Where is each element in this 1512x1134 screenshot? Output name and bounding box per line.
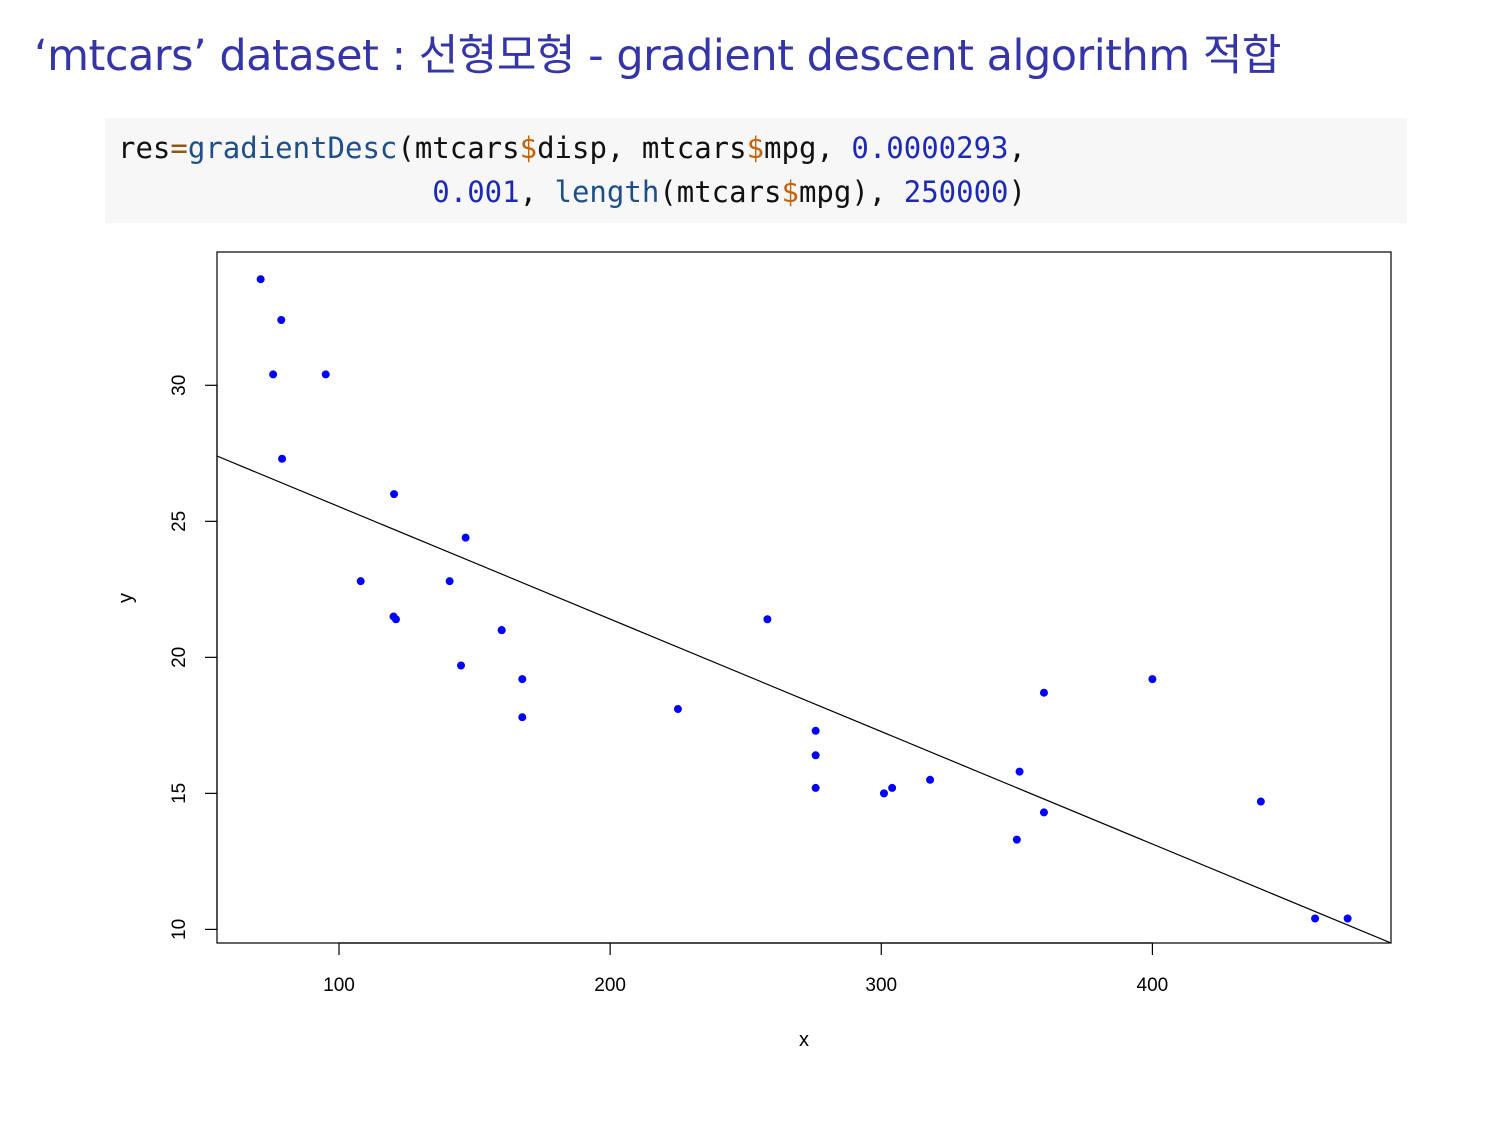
data-point [1311,914,1320,923]
data-point [673,705,682,714]
data-point [1256,797,1265,806]
code-token: = [170,131,188,165]
data-point [256,275,265,284]
y-tick-label: 25 [169,511,190,532]
x-tick-label: 100 [323,975,355,996]
code-line-1: res=gradientDesc(mtcars$disp, mtcars$mpg… [118,126,1407,170]
data-point [879,789,888,798]
data-point [321,370,330,379]
y-tick-label: 20 [169,647,190,668]
data-point [811,751,820,760]
x-axis: 100 200 300 400 [323,942,1169,996]
code-block: res=gradientDesc(mtcars$disp, mtcars$mpg… [105,118,1407,223]
code-token: (mtcars [397,131,520,165]
data-point [1039,808,1048,817]
code-token: , [519,175,555,209]
data-point [1012,835,1021,844]
data-point [518,713,527,722]
code-token: mpg, [764,131,852,165]
data-point [497,626,506,635]
y-axis: 10 15 20 25 30 [169,375,218,940]
code-token: $ [519,131,538,165]
x-tick-label: 400 [1137,975,1169,996]
code-token: $ [781,175,799,209]
x-tick-label: 200 [594,975,626,996]
y-axis-label: y [115,593,137,603]
y-tick-label: 15 [169,783,190,804]
data-point [356,577,365,586]
x-tick-label: 300 [865,975,897,996]
code-line-2: 0.001, length(mtcars$mpg), 250000) [118,170,1407,214]
code-token: 0.0000293 [851,131,1009,165]
data-point [811,726,820,735]
data-point [888,783,897,792]
code-token: 250000 [903,175,1009,209]
data-point [763,615,772,624]
data-point [1148,675,1157,684]
code-token: res [118,131,171,165]
code-token: length [554,175,660,209]
x-axis-label: x [799,1029,809,1051]
code-token: $ [746,131,765,165]
code-token: (mtcars [659,175,782,209]
data-point [518,675,527,684]
data-point [1039,688,1048,697]
slide-title: ‘mtcars’ dataset : 선형모형 - gradient desce… [34,31,1281,81]
code-token: mpg), [798,175,904,209]
plot-frame [216,251,1392,944]
y-tick-label: 10 [169,919,190,940]
code-token: disp, mtcars [537,131,747,165]
data-point [461,533,470,542]
data-point [1015,767,1024,776]
data-point [391,615,400,624]
fit-line [217,455,1391,943]
code-token: 0.001 [432,175,520,209]
data-point [390,490,399,499]
code-token: , [1008,131,1026,165]
data-point [278,454,287,463]
data-point [445,577,454,586]
data-point [269,370,278,379]
data-point [926,775,935,784]
y-tick-label: 30 [169,375,190,396]
data-point [1343,914,1352,923]
code-token: ) [1008,175,1026,209]
code-token: gradientDesc [187,131,398,165]
data-point [277,316,286,325]
data-point [457,661,466,670]
data-point [811,783,820,792]
